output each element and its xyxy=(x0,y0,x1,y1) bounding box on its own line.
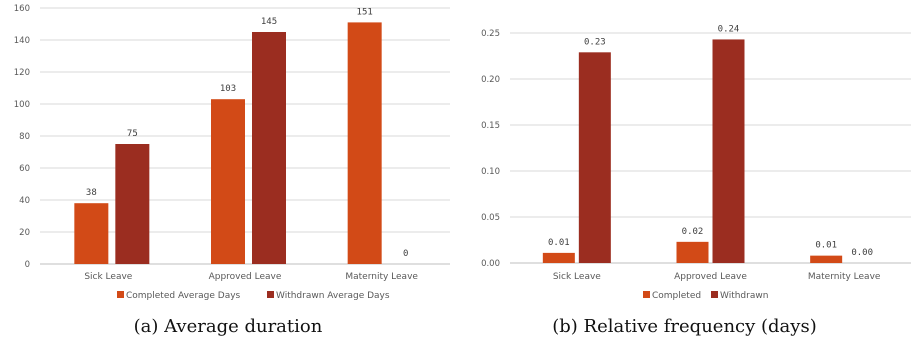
y-tick-label: 20 xyxy=(19,228,30,238)
y-tick-label: 0.10 xyxy=(481,167,500,177)
legend-swatch xyxy=(117,291,124,298)
y-tick-label: 0.25 xyxy=(481,29,500,39)
y-tick-label: 0.20 xyxy=(481,75,500,85)
legend-swatch xyxy=(711,291,718,298)
data-label: 0.00 xyxy=(851,248,873,258)
data-label: 75 xyxy=(127,129,138,139)
bar-completed-average-days xyxy=(211,99,245,264)
y-tick-label: 60 xyxy=(19,164,30,174)
legend-swatch xyxy=(267,291,274,298)
y-tick-label: 40 xyxy=(19,196,30,206)
bar-completed xyxy=(676,241,709,263)
chart-panel-relative-frequency: 0.00 0.05 0.10 0.15 0.20 0.25 Sick Leave 0.01 0.… xyxy=(456,0,913,349)
bar-completed xyxy=(810,255,843,263)
bar-withdrawn xyxy=(578,52,611,263)
data-label: 38 xyxy=(86,188,97,198)
x-category-label: Maternity Leave xyxy=(345,272,418,282)
data-label: 0.24 xyxy=(718,24,740,34)
legend-label: Withdrawn Average Days xyxy=(276,291,390,301)
chart-caption-b: (b) Relative frequency (days) xyxy=(552,316,817,337)
x-category-label: Approved Leave xyxy=(209,272,282,282)
data-label: 0.23 xyxy=(584,37,606,47)
data-label: 0 xyxy=(403,249,408,259)
x-category-label: Sick Leave xyxy=(553,272,601,282)
y-tick-label: 120 xyxy=(14,68,30,78)
x-category-label: Maternity Leave xyxy=(808,272,881,282)
legend-label: Withdrawn xyxy=(720,291,768,301)
legend-label: Completed xyxy=(652,291,701,301)
bar-completed-average-days xyxy=(347,22,382,265)
y-tick-label: 140 xyxy=(14,36,30,46)
bar-completed-average-days xyxy=(74,203,109,264)
bar-chart-average-duration: 0 20 40 60 80 100 120 140 160 Sick Leave 38 75 Appro… xyxy=(14,4,450,301)
data-label: 0.02 xyxy=(682,227,704,237)
x-category-label: Sick Leave xyxy=(84,272,132,282)
bar-completed xyxy=(542,252,575,263)
y-tick-label: 0.00 xyxy=(481,259,500,269)
bar-withdrawn-average-days xyxy=(252,32,286,264)
y-tick-label: 0.15 xyxy=(481,121,500,131)
legend-swatch xyxy=(643,291,650,298)
legend-label: Completed Average Days xyxy=(126,291,241,301)
data-label: 103 xyxy=(220,84,236,94)
chart-panel-average-duration: 0 20 40 60 80 100 120 140 160 Sick Leave 38 75 Appro… xyxy=(0,0,456,349)
bar-chart-relative-frequency: 0.00 0.05 0.10 0.15 0.20 0.25 Sick Leave 0.01 0.… xyxy=(481,24,911,301)
data-label: 151 xyxy=(357,7,373,17)
y-tick-label: 160 xyxy=(14,4,30,14)
data-label: 0.01 xyxy=(548,238,570,248)
y-tick-label: 0.05 xyxy=(481,213,500,223)
bar-withdrawn xyxy=(712,39,745,263)
y-tick-label: 100 xyxy=(14,100,30,110)
y-tick-label: 0 xyxy=(25,260,30,270)
chart-caption-a: (a) Average duration xyxy=(133,316,323,337)
bar-withdrawn-average-days xyxy=(115,144,150,264)
data-label: 0.01 xyxy=(815,241,837,251)
y-tick-label: 80 xyxy=(19,132,30,142)
x-category-label: Approved Leave xyxy=(674,272,747,282)
data-label: 145 xyxy=(261,17,277,27)
